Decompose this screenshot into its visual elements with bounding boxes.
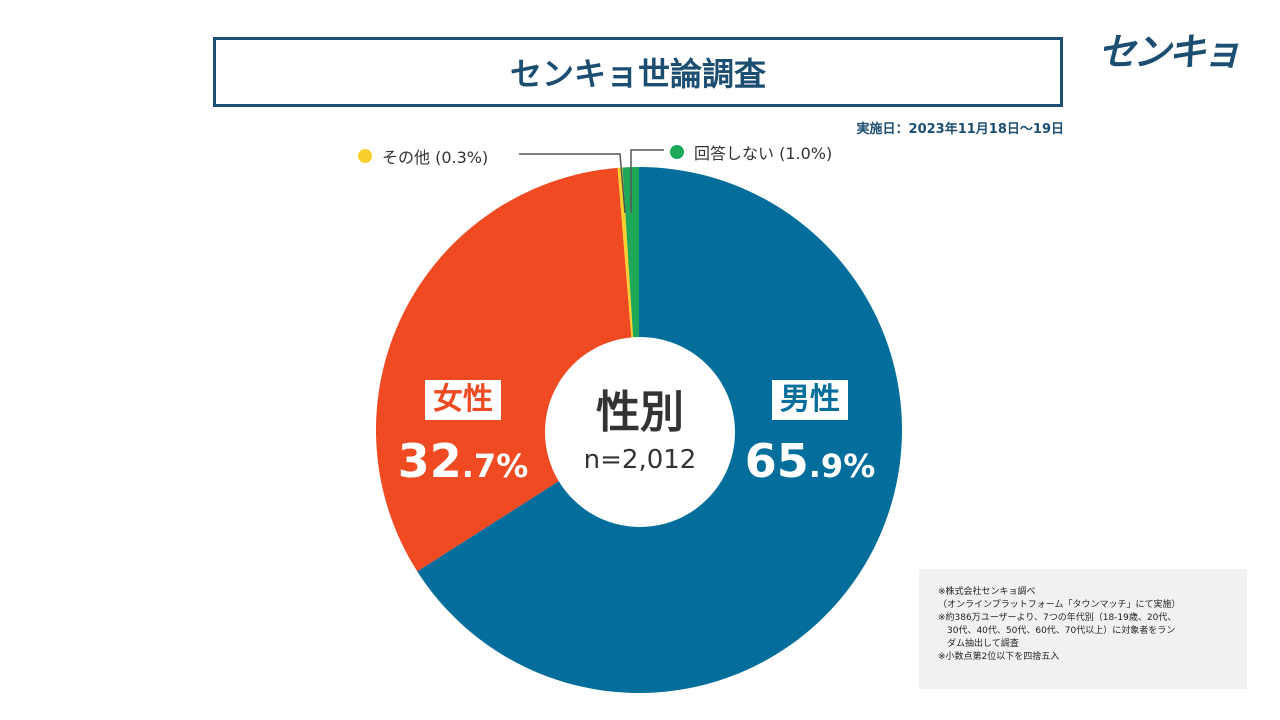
slice-value-male: 65.9% — [745, 434, 876, 488]
chart-center: 性別 n=2,012 — [545, 337, 735, 527]
note-line: 30代、40代、50代、60代、70代以上）に対象者をラン — [938, 626, 1176, 636]
brand-logo-text: センキョ — [1098, 29, 1241, 74]
sample-size: n=2,012 — [583, 445, 697, 476]
legend-label-other: その他 (0.3%) — [382, 148, 489, 167]
slice-name-female: 女性 — [425, 380, 501, 420]
leader-line-other — [519, 153, 626, 214]
note-line: ※小数点第2位以下を四捨五入 — [938, 652, 1060, 662]
slice-name-male: 男性 — [772, 380, 848, 420]
legend-leader-lines — [519, 149, 664, 214]
legend-item-other: その他 (0.3%) — [358, 144, 488, 168]
slice-value-male-int: 65 — [744, 434, 809, 488]
leader-line-no-answer — [630, 149, 664, 213]
note-line: ※株式会社センキョ調べ — [938, 587, 1036, 597]
page-title-text: センキョ世論調査 — [509, 55, 766, 93]
survey-date: 実施日：2023年11月18日～19日 — [856, 122, 1064, 137]
slice-value-female: 32.7% — [398, 434, 529, 488]
brand-logo: センキョ — [1098, 24, 1248, 74]
legend-item-no-answer: 回答しない (1.0%) — [670, 140, 832, 164]
slice-value-female-dec: .7% — [461, 447, 529, 485]
legend-dot-other — [358, 149, 372, 163]
legend-dot-no-answer — [670, 145, 684, 159]
page-title: センキョ世論調査 — [213, 37, 1063, 107]
note-line: ダム抽出して調査 — [938, 639, 1019, 649]
note-line: ※約386万ユーザーより、7つの年代別（18-19歳、20代、 — [938, 613, 1177, 623]
chart-title: 性別 — [596, 386, 684, 438]
slice-label-male: 男性 65.9% — [740, 380, 880, 488]
legend-label-no-answer: 回答しない (1.0%) — [694, 144, 833, 163]
slice-label-female: 女性 32.7% — [393, 380, 533, 488]
notes-box: ※株式会社センキョ調べ （オンラインプラットフォーム「タウンマッチ」にて実施） … — [919, 569, 1247, 689]
slice-value-female-int: 32 — [397, 434, 462, 488]
slice-value-male-dec: .9% — [808, 447, 876, 485]
note-line: （オンラインプラットフォーム「タウンマッチ」にて実施） — [938, 600, 1181, 610]
